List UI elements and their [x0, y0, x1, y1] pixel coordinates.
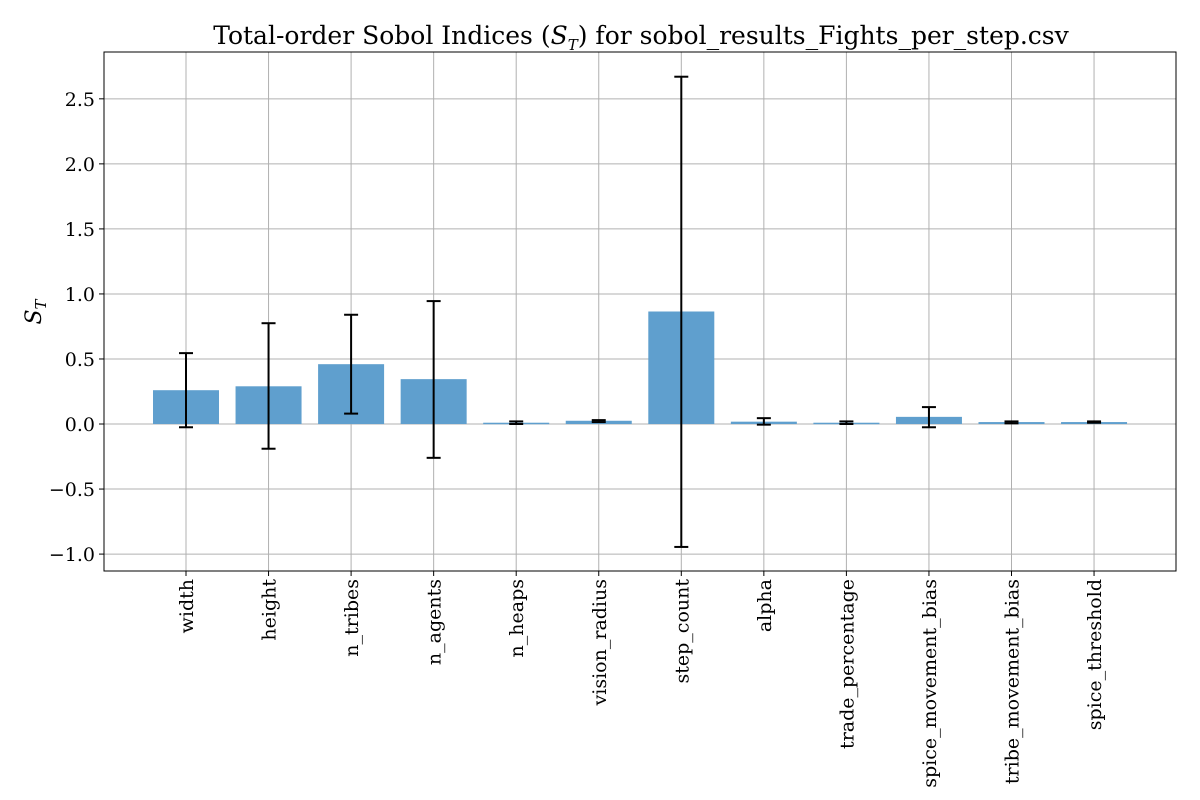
x-tick-label: alpha	[754, 579, 776, 632]
error-bar-tribe_movement_bias	[1004, 420, 1019, 425]
x-tick-label: n_tribes	[341, 579, 363, 657]
grid-lines	[104, 52, 1176, 571]
y-tick-label: 0.0	[65, 414, 95, 436]
bars	[153, 311, 1128, 425]
chart-title: Total-order Sobol Indices (ST) for sobol…	[213, 21, 1069, 54]
x-tick-label: n_heaps	[506, 579, 528, 657]
x-tick-label: trade_percentage	[836, 579, 858, 749]
error-bar-trade_percentage	[839, 420, 854, 426]
y-tick-label: 1.5	[65, 219, 95, 241]
y-tick-label: −1.0	[49, 544, 95, 566]
x-tick-label: vision_radius	[589, 579, 611, 706]
y-axis-label: ST	[22, 298, 50, 324]
x-ticks: width height n_tribes n_agents n_heaps vision…	[176, 571, 1106, 788]
error-bar-step_count	[674, 75, 689, 548]
error-bar-n_agents	[426, 300, 441, 459]
plot-frame	[103, 51, 1177, 572]
error-bar-spice_movement_bias	[921, 406, 936, 429]
y-tick-label: −0.5	[49, 479, 95, 501]
x-tick-label: step_count	[671, 579, 693, 684]
y-tick-label: 2.5	[65, 89, 95, 111]
error-bar-spice_threshold	[1087, 420, 1102, 424]
x-tick-label: width	[176, 579, 198, 633]
x-tick-label: height	[259, 579, 281, 641]
error-bars	[179, 75, 1102, 548]
y-tick-label: 1.0	[65, 284, 95, 306]
error-bar-alpha	[756, 417, 771, 426]
y-tick-label: 2.0	[65, 154, 95, 176]
error-bar-vision_radius	[591, 419, 606, 424]
error-bar-height	[261, 322, 276, 450]
error-bar-n_tribes	[344, 313, 359, 415]
x-tick-label: spice_movement_bias	[919, 579, 941, 788]
error-bar-n_heaps	[509, 420, 524, 426]
y-ticks: −1.0 −0.5 0.0 0.5 1.0 1.5 2.0 2.5	[49, 89, 104, 566]
x-tick-label: tribe_movement_bias	[1002, 579, 1024, 784]
y-tick-label: 0.5	[65, 349, 95, 371]
x-tick-label: spice_threshold	[1084, 579, 1106, 730]
x-tick-label: n_agents	[424, 579, 446, 665]
error-bar-width	[179, 352, 193, 429]
